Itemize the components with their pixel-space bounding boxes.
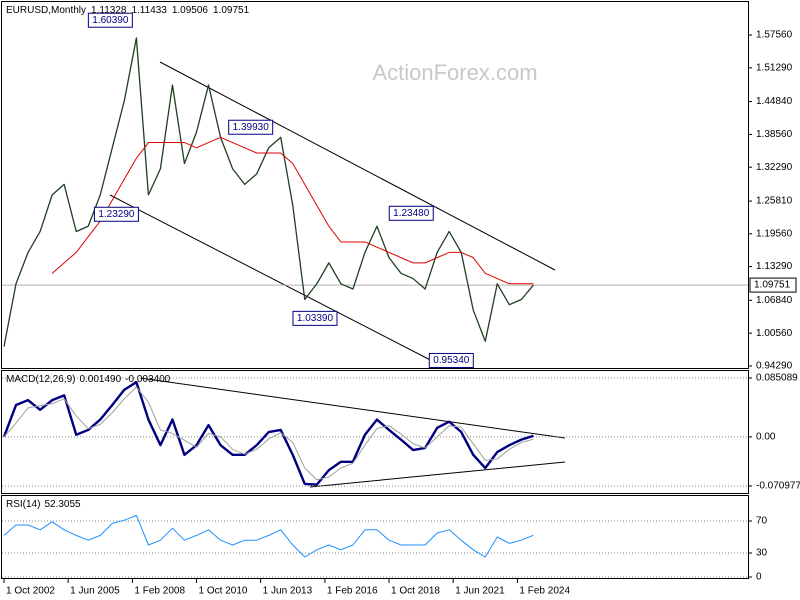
panel-title: EURUSD,Monthly <box>6 5 86 16</box>
annotation-box <box>228 119 274 135</box>
annotation-label: 1.23480 <box>393 208 430 219</box>
y-tick-label: 0.00 <box>756 432 776 443</box>
x-tick-label: 1 Jun 2013 <box>263 586 313 597</box>
x-tick-label: 1 Jun 2005 <box>70 586 120 597</box>
rsi-panel-frame <box>1 495 749 579</box>
y-tick-label: 1.25810 <box>756 196 793 207</box>
price-annotation: 0.95340 <box>428 352 474 368</box>
ohlc-value: 1.11433 <box>131 5 167 16</box>
series-line <box>51 136 534 285</box>
panel-header: RSI(14) 52.3055 <box>6 499 81 510</box>
price-annotation: 1.23290 <box>93 206 139 222</box>
x-tick-label: 1 Oct 2010 <box>199 586 248 597</box>
price-annotation: 1.03390 <box>292 310 338 326</box>
price-panel-frame <box>1 1 749 369</box>
trend-line <box>109 194 441 366</box>
x-tick-label: 1 Feb 2016 <box>327 586 378 597</box>
annotation-box <box>388 205 434 221</box>
y-tick-label: 1.13290 <box>756 261 793 272</box>
ohlc-value: 1.09751 <box>213 5 250 16</box>
y-tick-label: 1.06840 <box>756 295 793 306</box>
series-line <box>2 380 534 486</box>
indicator-value: 52.3055 <box>44 499 81 510</box>
watermark: ActionForex.com <box>372 60 537 85</box>
y-tick-label: 1.57560 <box>756 30 793 41</box>
series-line <box>3 386 534 481</box>
y-tick-label: 1.38560 <box>756 129 793 140</box>
panel-title: MACD(12,26,9) <box>6 374 75 385</box>
x-tick-label: 1 Jun 2021 <box>455 586 505 597</box>
indicator-value: 0.001490 <box>79 374 121 385</box>
indicator-value: -0.003400 <box>125 374 170 385</box>
price-annotation: 1.60390 <box>87 12 133 28</box>
y-tick-label: 1.44840 <box>756 96 793 107</box>
annotation-label: 1.39930 <box>233 122 270 133</box>
panel-header: MACD(12,26,9) 0.001490 -0.003400 <box>6 374 171 385</box>
annotation-label: 1.23290 <box>98 209 135 220</box>
y-tick-label: 70 <box>756 516 768 527</box>
annotation-box <box>93 206 139 222</box>
x-tick-label: 1 Oct 2018 <box>391 586 440 597</box>
price-annotation: 1.39930 <box>228 119 274 135</box>
series-line <box>3 37 534 347</box>
ohlc-value: 1.11328 <box>91 5 127 16</box>
y-tick-label: 0.085089 <box>756 373 798 384</box>
y-tick-label: 1.32290 <box>756 162 793 173</box>
price-annotation: 1.23480 <box>388 205 434 221</box>
y-tick-label: 1.51290 <box>756 62 793 73</box>
ohlc-value: 1.09506 <box>172 5 209 16</box>
y-tick-label: 0.94290 <box>756 361 793 372</box>
trend-line <box>309 461 566 488</box>
panel-title: RSI(14) <box>6 499 40 510</box>
y-tick-label: 1.19560 <box>756 228 793 239</box>
macd-panel-frame <box>1 370 749 494</box>
current-price-box <box>749 277 797 293</box>
x-tick-label: 1 Feb 2008 <box>134 586 185 597</box>
annotation-box <box>428 352 474 368</box>
annotation-box <box>87 12 133 28</box>
panel-header: EURUSD,Monthly 1.11328 1.11433 1.09506 1.097… <box>6 5 250 16</box>
annotation-label: 1.60390 <box>92 15 129 26</box>
y-tick-label: 1.00560 <box>756 328 793 339</box>
series-line <box>3 514 534 558</box>
trend-line <box>139 377 566 439</box>
y-tick-label: 30 <box>756 548 768 559</box>
annotation-label: 1.03390 <box>297 313 334 324</box>
y-tick-label: 0 <box>756 572 762 583</box>
annotation-label: 0.95340 <box>433 355 470 366</box>
x-tick-label: 1 Feb 2024 <box>519 586 570 597</box>
x-tick-label: 1 Oct 2002 <box>6 586 55 597</box>
y-tick-label: -0.070977 <box>756 481 800 492</box>
annotation-box <box>292 310 338 326</box>
current-price-label: 1.09751 <box>754 280 791 291</box>
trend-line <box>159 61 556 271</box>
